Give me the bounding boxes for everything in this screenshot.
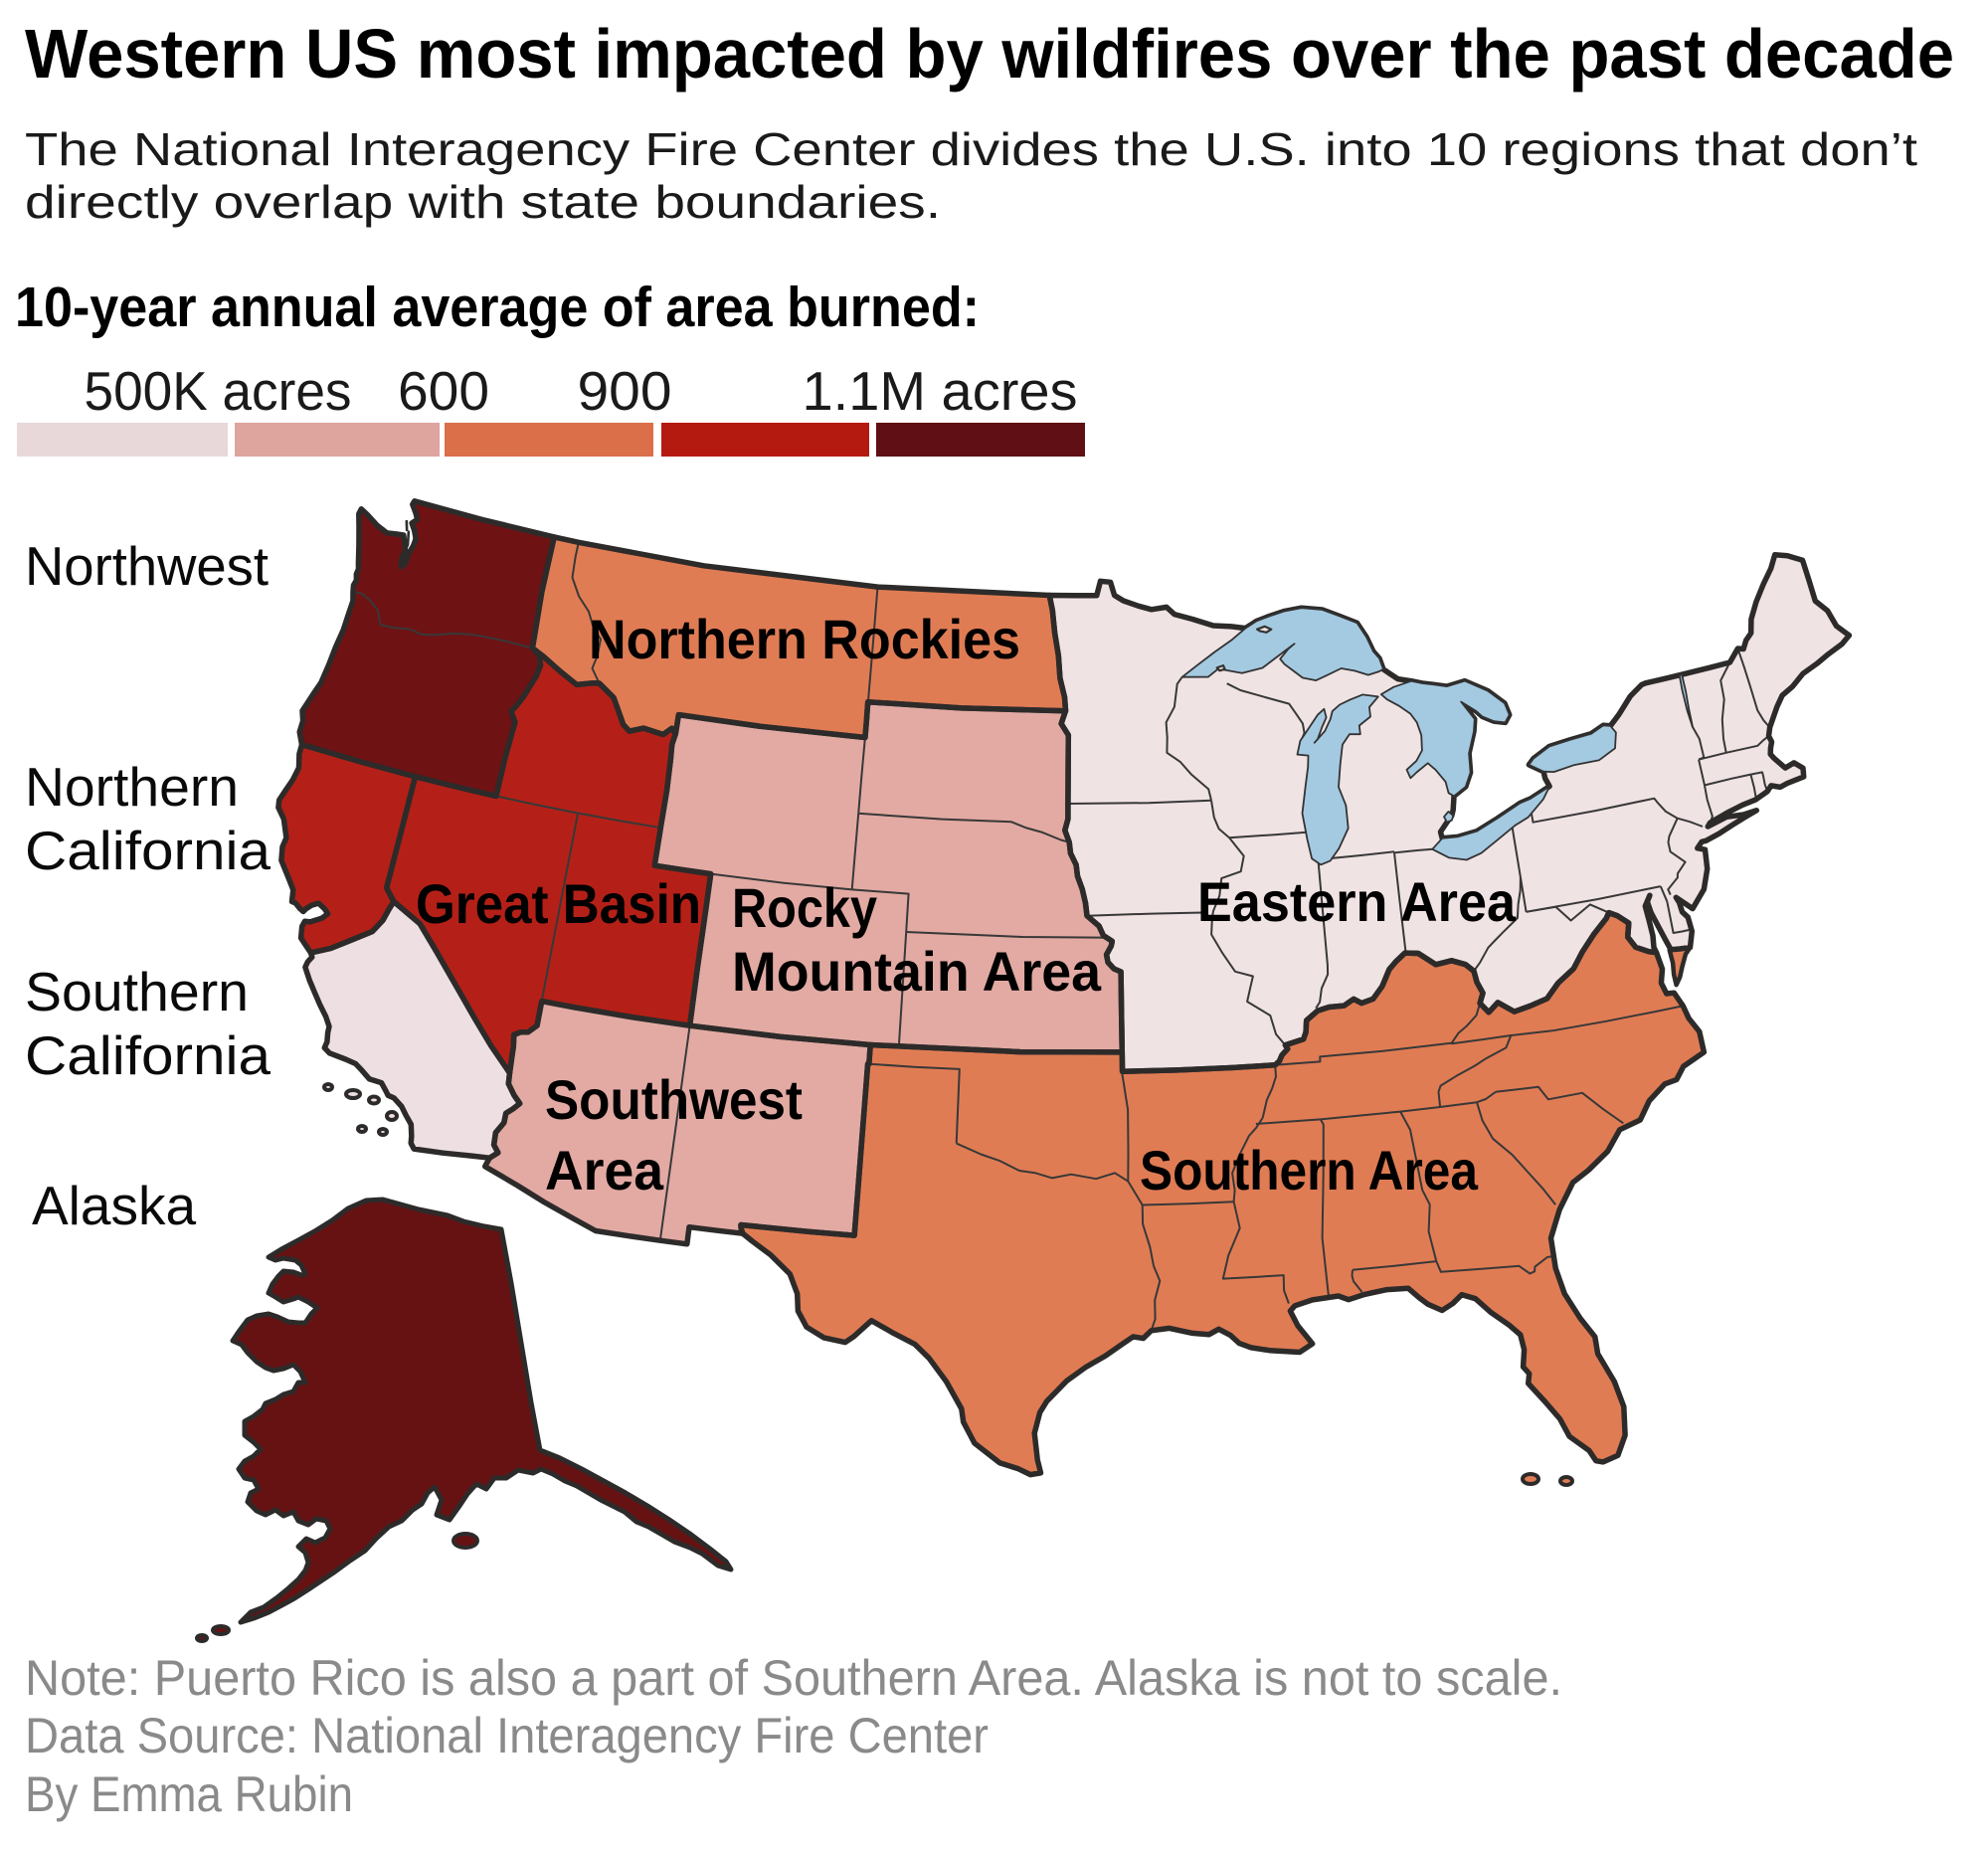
svg-text:Southern: Southern [25,961,249,1022]
svg-text:Data Source: National Interage: Data Source: National Interagency Fire C… [25,1708,989,1763]
svg-text:Area: Area [545,1139,664,1202]
svg-text:directly overlap with state bo: directly overlap with state boundaries. [25,176,941,228]
svg-text:10-year annual average of area: 10-year annual average of area burned: [15,276,980,339]
svg-text:600: 600 [398,360,489,422]
svg-text:California: California [25,1024,271,1086]
svg-text:California: California [25,820,271,881]
svg-text:The National Interagency Fire: The National Interagency Fire Center div… [25,123,1917,175]
svg-text:Northern Rockies: Northern Rockies [589,608,1020,670]
svg-text:500K acres: 500K acres [85,360,352,422]
svg-text:Mountain Area: Mountain Area [732,940,1102,1003]
svg-text:Western US most impacted by wi: Western US most impacted by wildfires ov… [25,15,1954,92]
svg-text:Great Basin: Great Basin [416,872,701,935]
svg-text:Northwest: Northwest [25,535,269,597]
svg-text:Northern: Northern [25,756,239,818]
svg-text:Note: Puerto Rico is also a pa: Note: Puerto Rico is also a part of Sout… [25,1650,1562,1706]
svg-text:1.1M acres: 1.1M acres [803,360,1078,422]
svg-text:By Emma Rubin: By Emma Rubin [25,1766,353,1822]
svg-text:Southwest: Southwest [545,1068,803,1131]
svg-text:900: 900 [578,360,672,422]
svg-text:Rocky: Rocky [732,876,877,939]
svg-text:Alaska: Alaska [32,1175,196,1236]
svg-text:Eastern Area: Eastern Area [1197,870,1517,933]
svg-text:Southern Area: Southern Area [1140,1139,1479,1202]
